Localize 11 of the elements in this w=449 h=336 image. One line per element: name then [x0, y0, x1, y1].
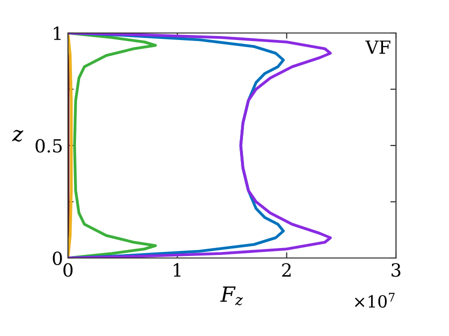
x-tick-label: 0 — [63, 263, 73, 277]
x-axis-title: F$_{z}$ — [220, 286, 243, 306]
y-tick-label: 0 — [52, 251, 62, 266]
x-tick-label: 1 — [174, 263, 181, 277]
y-tick-label: 0.5 — [36, 138, 62, 153]
annotation: VF — [365, 40, 390, 54]
y-axis-title: z — [12, 130, 24, 142]
y-tick-label: 1 — [54, 26, 61, 40]
x-tick-label: 2 — [282, 263, 291, 277]
x-tick-label: 3 — [392, 263, 400, 277]
text: ×10$^{7}$ — [354, 292, 395, 308]
